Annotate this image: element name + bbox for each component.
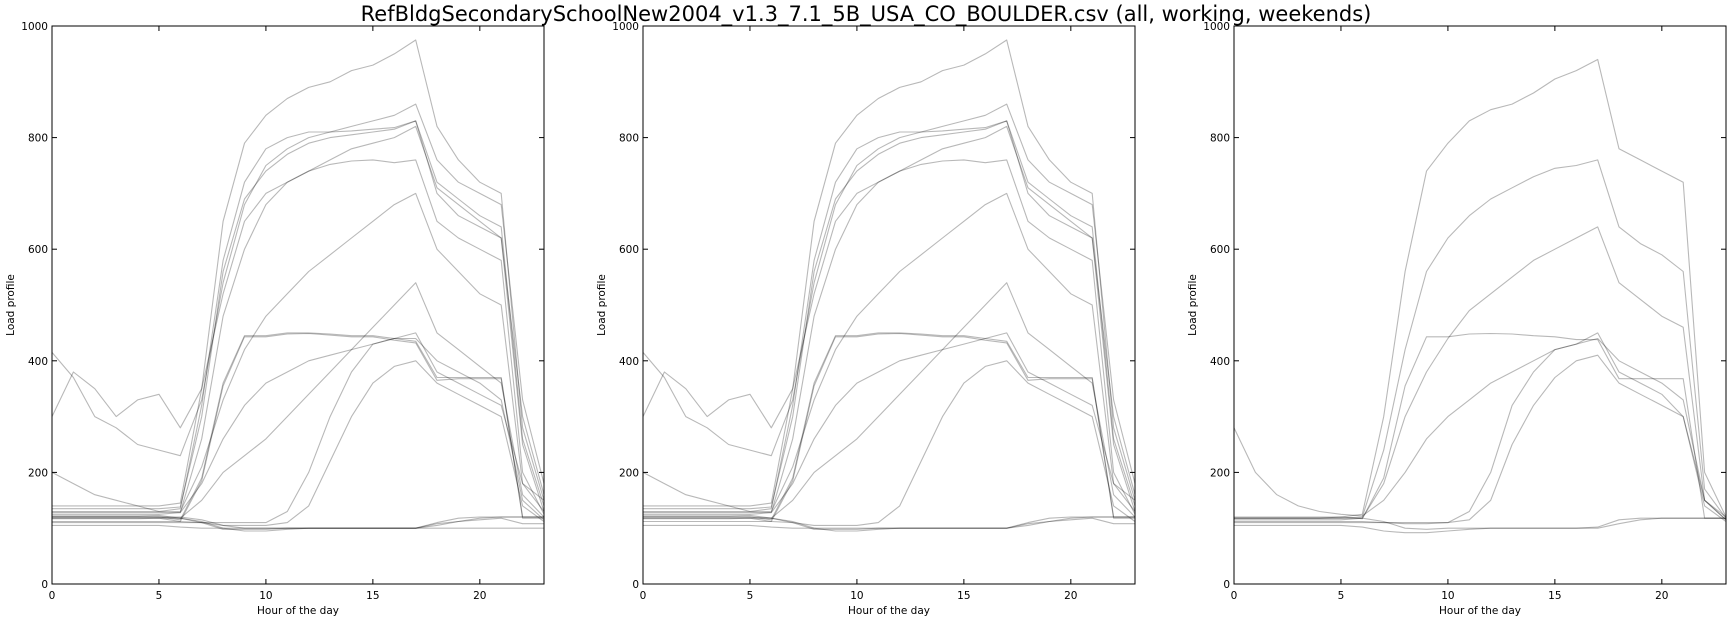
series-line-7 — [52, 120, 545, 510]
series-line-10 — [52, 337, 545, 524]
series-line-6 — [52, 159, 545, 515]
series-line-12 — [642, 332, 1136, 514]
series-lines — [642, 39, 1136, 532]
series-line-2 — [643, 517, 1135, 529]
series-lines — [51, 39, 545, 532]
series-line-3 — [1234, 58, 1727, 518]
series-line-5 — [1234, 226, 1727, 521]
series-line-2 — [52, 517, 544, 529]
x-tick-label: 20 — [1064, 590, 1077, 602]
y-tick-label: 600 — [619, 244, 639, 256]
series-line-7 — [643, 120, 1136, 510]
series-line-15 — [52, 516, 544, 532]
x-tick-label: 20 — [473, 590, 486, 602]
y-tick-label: 1000 — [1203, 21, 1230, 33]
series-line-6 — [643, 159, 1136, 515]
x-tick-label: 15 — [366, 590, 379, 602]
series-line-8 — [1233, 332, 1727, 518]
series-line-3 — [52, 514, 544, 530]
series-line-6 — [1234, 337, 1727, 524]
series-line-5 — [643, 39, 1136, 507]
y-tick-label: 800 — [28, 133, 48, 145]
x-tick-label: 0 — [640, 590, 647, 602]
x-axis-label: Hour of the day — [1439, 605, 1521, 617]
x-tick-label: 10 — [259, 590, 272, 602]
y-tick-label: 400 — [28, 356, 48, 368]
x-tick-label: 20 — [1655, 590, 1668, 602]
y-tick-label: 0 — [632, 579, 639, 591]
page-title: RefBldgSecondarySchoolNew2004_v1.3_7.1_5… — [360, 2, 1372, 26]
y-tick-label: 1000 — [612, 21, 639, 33]
y-tick-label: 600 — [28, 244, 48, 256]
series-line-4 — [52, 120, 545, 513]
y-tick-label: 800 — [619, 133, 639, 145]
y-axis-label: Load profile — [1187, 274, 1199, 336]
series-line-1 — [1234, 517, 1726, 534]
y-tick-label: 200 — [619, 467, 639, 479]
y-tick-label: 600 — [1210, 244, 1230, 256]
y-tick-label: 0 — [1223, 579, 1230, 591]
x-axis-label: Hour of the day — [848, 605, 930, 617]
y-tick-label: 400 — [619, 356, 639, 368]
series-line-14 — [643, 516, 1135, 532]
series-line-13 — [51, 332, 545, 514]
series-line-1 — [52, 332, 544, 523]
x-tick-label: 15 — [1548, 590, 1561, 602]
x-tick-label: 10 — [1441, 590, 1454, 602]
series-line-7 — [1234, 354, 1727, 525]
x-tick-label: 0 — [49, 590, 56, 602]
x-tick-label: 10 — [850, 590, 863, 602]
axes-frame — [642, 25, 1136, 585]
axes-frame — [1233, 25, 1727, 585]
y-tick-label: 200 — [28, 467, 48, 479]
x-tick-label: 15 — [957, 590, 970, 602]
y-tick-label: 200 — [1210, 467, 1230, 479]
y-tick-label: 400 — [1210, 356, 1230, 368]
series-line-12 — [51, 125, 545, 495]
x-tick-label: 5 — [156, 590, 163, 602]
series-line-4 — [643, 120, 1136, 513]
series-line-9 — [52, 282, 545, 519]
series-line-1 — [643, 332, 1135, 523]
series-line-0 — [1234, 332, 1726, 520]
y-axis-label: Load profile — [596, 274, 608, 336]
axes-frame — [51, 25, 545, 585]
x-axis-label: Hour of the day — [257, 605, 339, 617]
series-line-0 — [643, 332, 1135, 521]
x-tick-label: 0 — [1231, 590, 1238, 602]
series-line-8 — [52, 192, 545, 514]
series-line-11 — [52, 360, 545, 526]
series-line-3 — [643, 514, 1135, 530]
series-line-11 — [642, 125, 1136, 495]
y-tick-label: 1000 — [21, 21, 48, 33]
series-line-13 — [642, 103, 1136, 484]
series-line-14 — [51, 103, 545, 484]
series-line-8 — [643, 192, 1136, 514]
series-line-9 — [643, 282, 1136, 519]
y-tick-label: 800 — [1210, 133, 1230, 145]
series-line-5 — [52, 39, 545, 507]
series-line-10 — [643, 360, 1136, 526]
x-tick-label: 5 — [1338, 590, 1345, 602]
y-axis-label: Load profile — [5, 274, 17, 336]
series-line-0 — [52, 332, 544, 521]
x-tick-label: 5 — [747, 590, 754, 602]
series-line-4 — [1234, 159, 1727, 519]
series-line-16 — [52, 516, 544, 529]
series-line-2 — [1234, 517, 1726, 530]
y-tick-label: 0 — [41, 579, 48, 591]
series-lines — [1233, 58, 1727, 534]
